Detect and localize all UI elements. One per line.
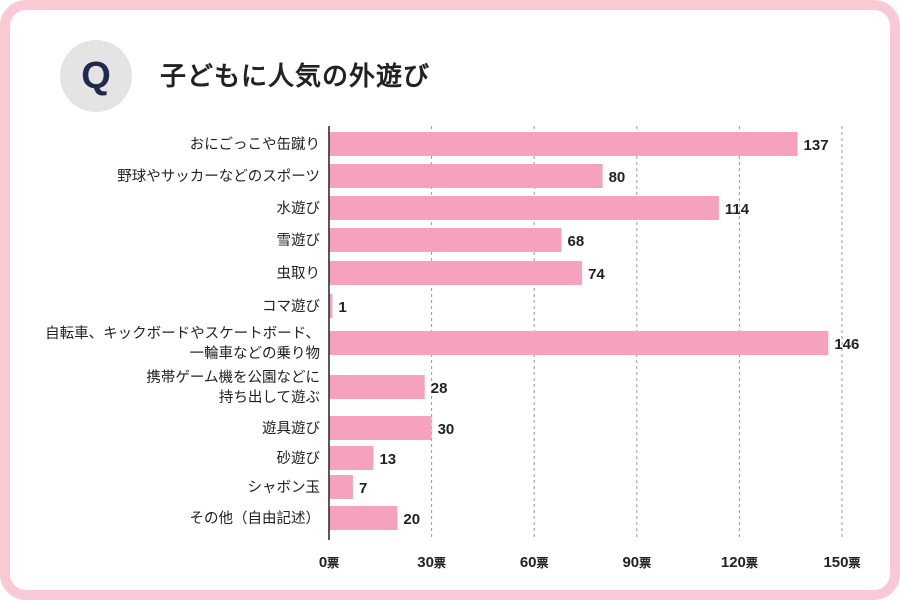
category-label: 野球やサッカーなどのスポーツ [117,168,320,185]
bar [329,196,719,220]
data-label: 80 [609,169,626,186]
bar [329,375,425,399]
bar [329,132,798,156]
category-label: その他（自由記述） [190,510,321,527]
data-label: 7 [359,480,367,497]
data-label: 1 [338,299,346,316]
bar [329,446,374,470]
category-label: コマ遊び [262,298,320,315]
data-label: 13 [379,451,396,468]
tick-label: 60票 [520,554,549,571]
bar [329,294,333,318]
data-label: 20 [403,511,420,528]
tick-label: 0票 [319,554,339,571]
data-label: 137 [804,137,829,154]
tick-label: 120票 [721,554,758,571]
category-label: 一輪車などの乗り物 [190,345,321,362]
category-label: 自転車、キックボードやスケートボード、 [45,325,320,342]
category-label: おにごっこや缶蹴り [190,136,320,153]
category-label: 遊具遊び [262,420,320,437]
chart-title: 子どもに人気の外遊び [160,62,431,92]
data-label: 30 [438,421,455,438]
category-label: 雪遊び [277,232,321,249]
category-label: 砂遊び [277,450,321,467]
data-label: 114 [725,201,750,218]
question-badge: Q [60,40,132,112]
bar [329,416,432,440]
data-label: 68 [568,233,585,250]
bar [329,331,829,355]
category-label: 携帯ゲーム機を公園などに [146,369,320,386]
tick-label: 150票 [823,554,860,571]
data-label: 28 [431,380,448,397]
category-label: 虫取り [277,265,321,282]
bar [329,164,603,188]
bar [329,475,353,499]
category-label: シャボン玉 [248,479,321,496]
bar [329,506,398,530]
bar [329,261,583,285]
data-label: 146 [834,336,859,353]
tick-label: 90票 [622,554,651,571]
tick-label: 30票 [417,554,446,571]
data-label: 74 [588,266,605,283]
bar [329,228,562,252]
category-label: 水遊び [277,200,321,217]
category-label: 持ち出して遊ぶ [219,389,320,406]
